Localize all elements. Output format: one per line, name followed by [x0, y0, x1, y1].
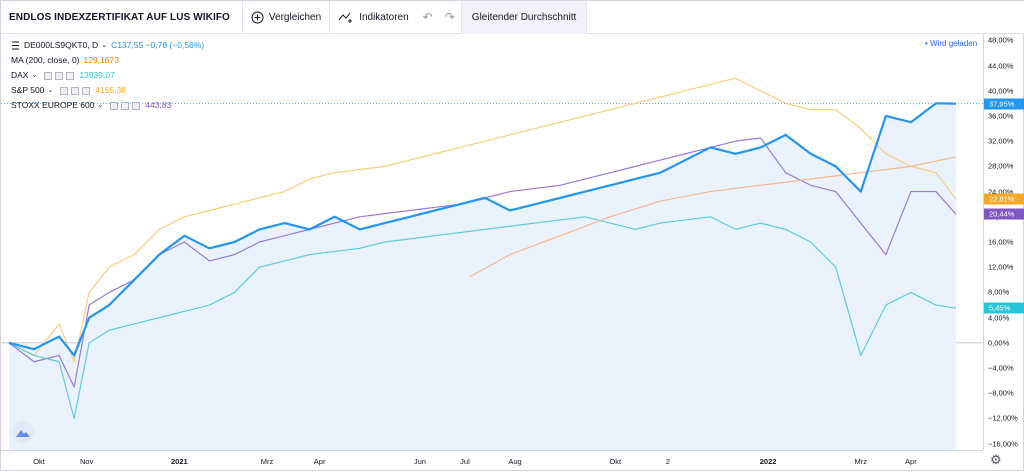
- last-value-badge: 37,95%: [984, 98, 1024, 110]
- legend-dax[interactable]: DAX ⌄ 13939,07: [11, 68, 204, 83]
- legend-dax-label: DAX: [11, 70, 29, 80]
- x-tick-label: 2021: [171, 457, 188, 466]
- eye-icon[interactable]: [44, 71, 53, 80]
- legend-main-symbol: DE000LS9QKT0, D: [24, 40, 99, 50]
- tradingview-logo-icon[interactable]: [12, 421, 34, 443]
- settings-icon[interactable]: [121, 101, 130, 110]
- y-tick-label: 40,00%: [988, 86, 1014, 96]
- toolbar-divider: [586, 0, 588, 34]
- tab-moving-average[interactable]: Gleitender Durchschnitt: [461, 0, 587, 34]
- legend-dax-value: 13939,07: [79, 70, 115, 80]
- y-tick-label: 48,00%: [988, 35, 1014, 45]
- y-tick-label: 4,00%: [988, 313, 1010, 323]
- chart-title: ENDLOS INDEXZERTIFIKAT AUF LUS WIKIFO: [9, 11, 230, 23]
- bars-icon: [12, 41, 19, 50]
- y-tick-label: −8,00%: [988, 388, 1014, 398]
- chevron-down-icon[interactable]: ⌄: [101, 42, 108, 49]
- legend: DE000LS9QKT0, D ⌄ C137,55 −0,78 (−0,56%)…: [11, 38, 204, 113]
- gear-icon[interactable]: ⚙: [990, 452, 1002, 467]
- legend-sp500[interactable]: S&P 500 ⌄ 4155,38: [11, 83, 204, 98]
- x-tick-label: Mrz: [854, 457, 868, 466]
- y-tick-label: 28,00%: [988, 161, 1014, 171]
- plus-circle-icon: [251, 11, 264, 23]
- chart-plot[interactable]: [1, 34, 983, 450]
- y-tick-label: 44,00%: [988, 61, 1014, 70]
- last-value-badge: 22,81%: [984, 193, 1024, 205]
- y-tick-label: 16,00%: [988, 237, 1014, 247]
- close-icon[interactable]: [132, 101, 141, 110]
- y-tick-label: −4,00%: [988, 363, 1014, 373]
- legend-sp500-value: 4155,38: [95, 85, 127, 95]
- x-tick-label: 2: [665, 457, 670, 466]
- y-tick-label: 12,00%: [988, 262, 1014, 272]
- x-tick-label: Jun: [413, 457, 426, 466]
- mountain-icon: [16, 430, 30, 437]
- x-tick-label: Apr: [905, 457, 917, 466]
- undo-button[interactable]: ↶: [422, 10, 433, 24]
- compare-button[interactable]: Vergleichen: [243, 1, 329, 34]
- last-value-badge: 20,44%: [984, 208, 1024, 220]
- redo-button[interactable]: ↷: [444, 10, 455, 24]
- y-axis[interactable]: 48,00% 44,00% 40,00% 36,00% 32,00% 28,00% 24,0…: [983, 34, 1024, 450]
- y-tick-label: 8,00%: [988, 287, 1010, 297]
- toolbar-divider: [329, 0, 331, 34]
- y-tick-label: 32,00%: [988, 136, 1014, 146]
- x-tick-label: Apr: [313, 457, 326, 466]
- last-value-badge: 5,45%: [984, 302, 1024, 314]
- y-tick-label: 36,00%: [988, 111, 1014, 121]
- eye-icon[interactable]: [110, 101, 119, 110]
- loading-status: • Wird geladen: [925, 39, 978, 48]
- y-tick-label: −12,00%: [988, 413, 1018, 423]
- series-line-sp500[interactable]: [8, 77, 957, 363]
- toolbar-divider: [241, 0, 243, 34]
- legend-stoxx-value: 443,83: [145, 100, 172, 110]
- indicators-icon: [338, 12, 353, 23]
- series-line-main[interactable]: [8, 102, 957, 357]
- close-icon[interactable]: [66, 71, 75, 80]
- x-tick-label: Aug: [508, 457, 522, 466]
- indicators-button[interactable]: Indikatoren: [330, 1, 416, 34]
- legend-ma[interactable]: MA (200, close, 0) 129,1673: [11, 53, 204, 68]
- x-tick-label: Okt: [33, 457, 45, 466]
- eye-icon[interactable]: [60, 86, 69, 95]
- chevron-down-icon[interactable]: ⌄: [97, 102, 104, 109]
- y-tick-label: 0,00%: [988, 338, 1010, 348]
- x-axis[interactable]: Okt Nov 2021 Mrz Apr Jun Jul Aug Okt 2 2022 Mrz Apr: [1, 450, 983, 473]
- series-line-ma[interactable]: [469, 156, 957, 278]
- legend-stoxx-label: STOXX EUROPE 600: [11, 100, 95, 110]
- x-tick-label: 2022: [759, 457, 777, 466]
- legend-ma-label: MA (200, close, 0): [11, 55, 80, 65]
- x-tick-label: Jul: [460, 457, 470, 466]
- legend-stoxx[interactable]: STOXX EUROPE 600 ⌄ 443,83: [11, 98, 204, 113]
- legend-main-values: C137,55 −0,78 (−0,56%): [111, 40, 205, 50]
- legend-sp500-label: S&P 500: [11, 85, 45, 95]
- x-tick-label: Okt: [609, 457, 622, 466]
- chevron-down-icon[interactable]: ⌄: [31, 72, 38, 79]
- y-tick-label: −16,00%: [988, 439, 1018, 449]
- close-icon[interactable]: [82, 86, 91, 95]
- legend-main[interactable]: DE000LS9QKT0, D ⌄ C137,55 −0,78 (−0,56%): [11, 38, 204, 53]
- chevron-down-icon[interactable]: ⌄: [47, 87, 54, 94]
- legend-ma-value: 129,1673: [83, 55, 119, 65]
- compare-label: Vergleichen: [268, 11, 322, 23]
- toolbar: ENDLOS INDEXZERTIFIKAT AUF LUS WIKIFO Ve…: [1, 0, 1024, 34]
- y-tick-label: 24,00%: [988, 187, 1014, 197]
- settings-icon[interactable]: [55, 71, 64, 80]
- toolbar-divider: [460, 0, 462, 34]
- x-tick-label: Nov: [79, 457, 94, 466]
- indicators-label: Indikatoren: [359, 11, 409, 23]
- settings-icon[interactable]: [71, 86, 80, 95]
- series-line-dax[interactable]: [8, 216, 957, 420]
- x-tick-label: Mrz: [260, 457, 274, 466]
